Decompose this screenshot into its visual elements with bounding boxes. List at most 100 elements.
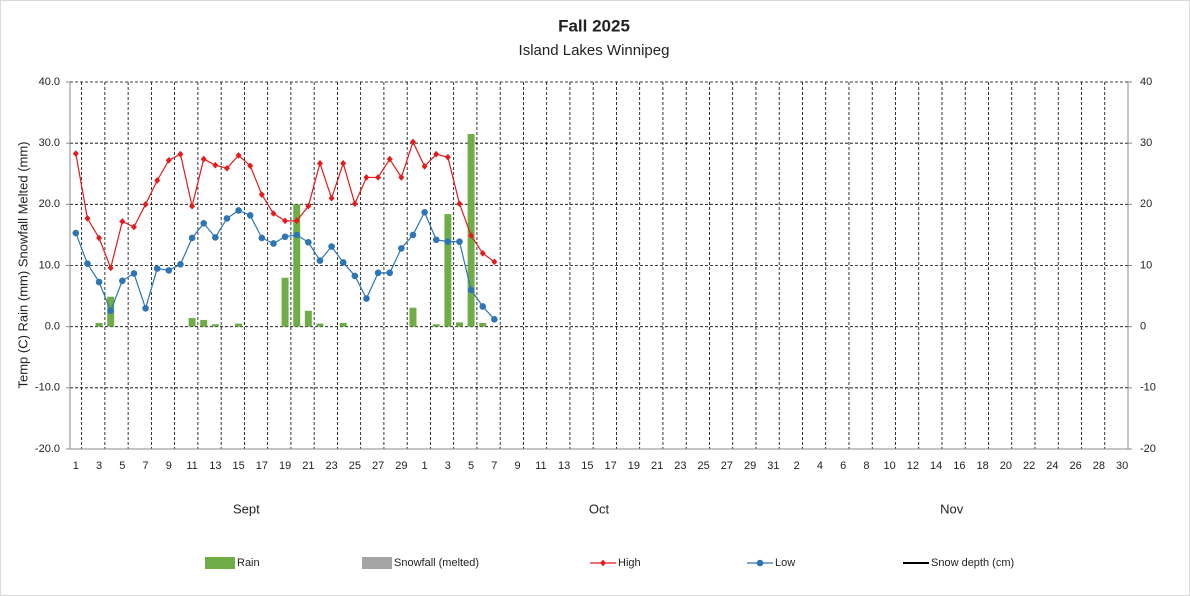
marker [281,233,289,241]
x-tick-label: 23 [325,460,337,472]
x-tick-label: 30 [1116,460,1128,472]
y-tick-label: 30.0 [39,137,60,149]
y-tick-label: 40.0 [39,76,60,88]
marker [432,236,440,244]
legend-label: High [618,557,641,569]
marker [235,152,242,159]
marker [409,138,416,146]
x-tick-label: 22 [1023,460,1035,472]
marker [200,219,208,227]
marker [223,215,231,222]
legend-label: Low [775,557,795,569]
marker [340,160,347,167]
marker [72,229,80,237]
marker [316,160,323,167]
marker [258,191,265,198]
x-tick-label: 10 [884,460,896,472]
marker [351,272,359,280]
bar [293,204,301,327]
marker [328,194,335,202]
y2-tick-label: 20 [1140,198,1152,210]
marker [95,278,103,286]
bar [281,277,289,327]
marker [119,218,126,225]
marker [142,201,149,208]
x-tick-label: 7 [491,460,497,472]
marker [444,238,452,245]
marker [293,231,301,239]
bar [235,323,243,327]
marker [444,153,451,161]
x-tick-label: 27 [721,460,733,472]
marker [293,217,300,225]
marker [119,277,126,285]
marker [456,238,463,245]
marker [328,243,335,250]
x-tick-label: 14 [930,460,942,472]
x-tick-label: 20 [1000,460,1012,472]
marker [433,150,440,158]
x-tick-label: 29 [744,460,756,472]
x-tick-label: 7 [143,460,149,472]
x-tick-label: 9 [166,460,172,472]
marker [247,162,254,170]
marker [177,260,184,268]
x-tick-label: 3 [96,460,102,472]
marker [386,269,394,277]
marker [258,234,266,242]
x-tick-label: 26 [1070,460,1082,472]
bar [188,318,196,327]
y-tick-label: 0.0 [45,321,60,333]
marker [386,155,393,163]
x-tick-label: 5 [468,460,474,472]
legend-marker [600,559,606,567]
marker [107,264,114,272]
marker [339,259,347,266]
marker [491,316,498,323]
marker [351,200,358,208]
marker [96,234,103,242]
marker [154,177,161,184]
month-label: Sept [233,501,260,516]
marker [421,208,428,216]
y2-tick-label: 40 [1140,76,1152,88]
marker [421,163,428,170]
x-tick-label: 19 [279,460,291,472]
bar [409,307,417,327]
marker [189,202,196,210]
marker [212,161,219,169]
x-tick-label: 18 [977,460,989,472]
y2-tick-label: -20 [1140,443,1156,455]
x-tick-label: 19 [628,460,640,472]
marker [398,245,405,252]
x-tick-label: 21 [302,460,314,472]
marker [72,150,79,157]
marker [305,202,312,210]
x-tick-label: 11 [186,460,197,472]
marker [165,267,173,274]
marker [200,155,207,163]
legend-label: Rain [237,557,260,569]
marker [467,286,475,294]
x-tick-label: 24 [1046,460,1058,472]
marker [212,234,219,241]
marker [491,258,498,266]
bar [479,322,487,327]
legend-marker [756,559,764,567]
marker [282,217,289,225]
marker [130,270,138,277]
bar [304,310,312,327]
marker [270,210,277,217]
marker [316,257,324,264]
marker [305,238,312,246]
x-tick-label: 1 [73,460,79,472]
marker [84,215,91,222]
legend-swatch [205,557,235,569]
x-tick-label: 25 [349,460,361,472]
bar [455,322,463,327]
month-label: Nov [940,501,964,516]
bar [467,133,475,327]
marker [363,174,370,181]
